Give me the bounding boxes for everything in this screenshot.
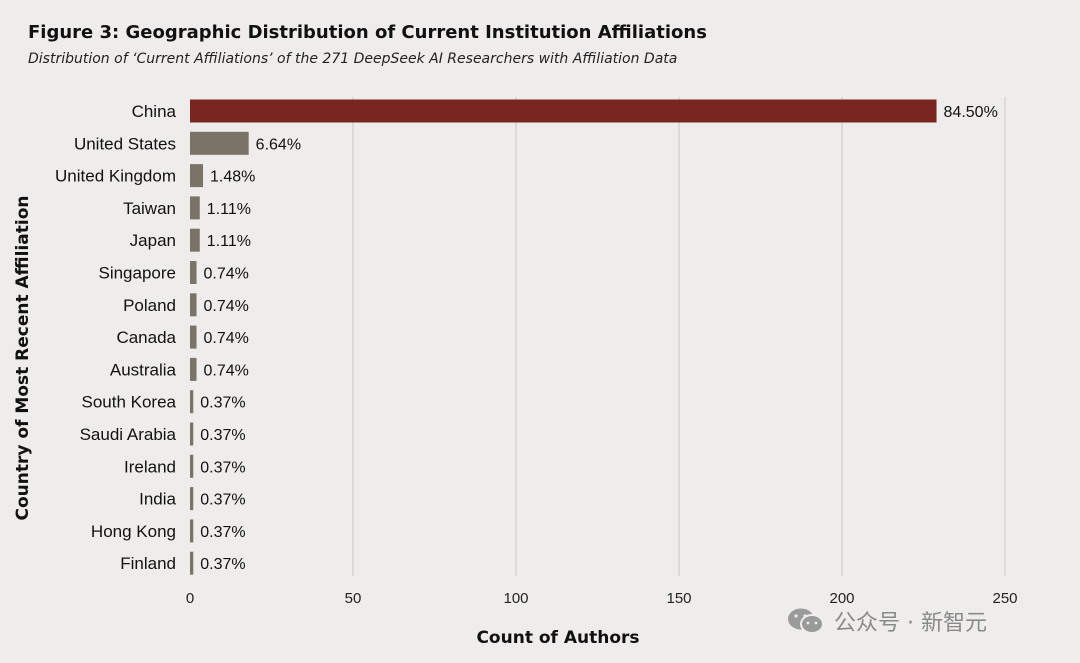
grid-lines xyxy=(352,97,1006,576)
x-axis-label: Count of Authors xyxy=(476,628,639,648)
x-tick-label: 100 xyxy=(503,590,528,607)
data-label: 1.11% xyxy=(207,201,251,218)
category-label: Poland xyxy=(123,296,176,315)
bar xyxy=(190,261,197,284)
category-label: Ireland xyxy=(124,457,176,476)
x-tick-label: 250 xyxy=(992,590,1017,607)
data-label: 84.50% xyxy=(944,104,998,121)
category-label: Canada xyxy=(116,328,176,347)
bar xyxy=(190,99,937,123)
category-label: Saudi Arabia xyxy=(80,425,177,444)
category-label: Taiwan xyxy=(123,199,176,218)
category-label: Hong Kong xyxy=(91,522,176,541)
data-label: 6.64% xyxy=(256,136,301,153)
data-label: 0.74% xyxy=(204,298,249,315)
x-tick-label: 200 xyxy=(829,590,854,607)
category-label: United Kingdom xyxy=(55,167,176,186)
bar xyxy=(190,196,200,220)
data-labels: 84.50% 6.64%1.48% 1.11% 1.11% 0.74% 0.74% 0.74… xyxy=(200,104,998,573)
bar xyxy=(190,325,197,349)
category-label: South Korea xyxy=(81,393,176,412)
category-label: United States xyxy=(74,134,176,153)
y-axis-label: Country of Most Recent Affiliation xyxy=(13,196,33,521)
watermark: 公众号 · 新智元 xyxy=(786,606,987,636)
data-label: 1.11% xyxy=(207,233,251,250)
wechat-icon xyxy=(788,608,824,634)
data-label: 0.37% xyxy=(200,395,245,412)
chart-title: Figure 3: Geographic Distribution of Cur… xyxy=(28,22,707,43)
x-tick-label: 50 xyxy=(345,590,362,607)
watermark-text: 公众号 · 新智元 xyxy=(834,611,987,636)
data-label: 0.37% xyxy=(200,459,245,476)
bar xyxy=(190,131,249,155)
bar xyxy=(190,487,194,511)
chart-subtitle: Distribution of ‘Current Affiliations’ o… xyxy=(28,51,678,67)
bar xyxy=(190,293,197,317)
data-label: 1.48% xyxy=(210,169,255,186)
category-labels: China United States United Kingdom Taiwan Ja… xyxy=(55,102,177,573)
bars xyxy=(190,99,937,575)
bar xyxy=(190,422,194,446)
data-label: 0.74% xyxy=(204,362,249,379)
data-label: 0.74% xyxy=(204,266,249,283)
category-label: Japan xyxy=(130,231,176,250)
category-label: Singapore xyxy=(98,264,176,283)
bar xyxy=(190,357,197,381)
category-label: Australia xyxy=(110,360,177,379)
data-label: 0.74% xyxy=(204,330,249,347)
category-label: Finland xyxy=(120,554,176,573)
bar xyxy=(190,164,204,188)
bar xyxy=(190,454,194,478)
bar xyxy=(190,228,200,252)
bar xyxy=(190,390,194,414)
data-label: 0.37% xyxy=(200,524,245,541)
x-tick-label: 0 xyxy=(186,590,194,607)
bar xyxy=(190,519,194,543)
data-label: 0.37% xyxy=(200,427,245,444)
x-tick-label: 150 xyxy=(666,590,691,607)
bar xyxy=(190,551,194,575)
data-label: 0.37% xyxy=(200,492,245,509)
category-label: India xyxy=(139,490,176,509)
category-label: China xyxy=(132,102,177,121)
data-label: 0.37% xyxy=(200,556,245,573)
x-tick-labels: 0 50 100 150 200 250 xyxy=(186,590,1018,607)
